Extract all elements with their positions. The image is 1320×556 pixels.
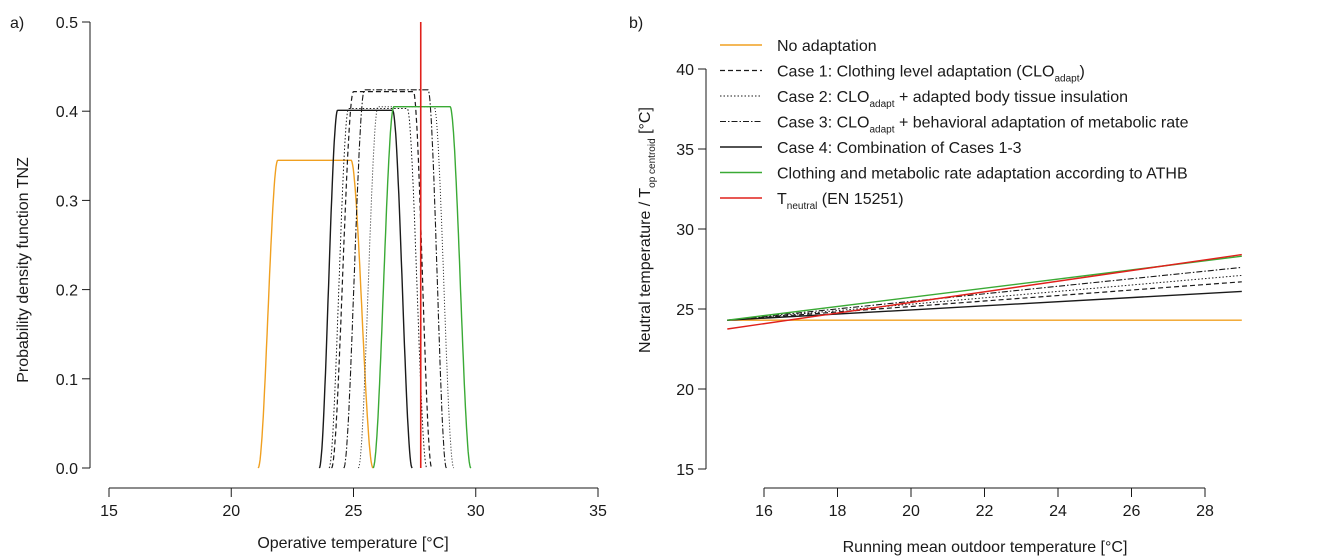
panel-a-series-3 (328, 108, 428, 469)
panel-a-x-tick-label: 20 (222, 503, 240, 520)
legend-label-3: Case 2: CLOadapt + adapted body tissue i… (777, 89, 1128, 110)
panel-b-x-tick-label: 18 (829, 503, 847, 520)
panel-b-x-tick-label: 28 (1196, 503, 1214, 520)
panel-a-axes: 0.0 0.1 0.2 0.3 0.4 0.5 15 20 25 30 35 (56, 15, 607, 520)
panel-a-series-6 (357, 106, 455, 469)
panel-a-y-tick-label: 0.3 (56, 193, 78, 210)
panel-a: a) 0.0 0.1 0.2 0.3 0.4 0.5 15 20 25 30 35 Operativ… (10, 15, 607, 552)
panel-b-label: b) (629, 15, 643, 32)
panel-b-series-4 (727, 266, 1242, 321)
panel-b-x-axis-label: Running mean outdoor temperature [°C] (843, 539, 1128, 556)
panel-b-series-3 (727, 274, 1242, 321)
legend-label-1: No adaptation (777, 38, 877, 55)
panel-b-x-tick-label: 24 (1049, 503, 1067, 520)
legend-label-7: Tneutral (EN 15251) (777, 191, 904, 212)
panel-b-legend: No adaptation Case 1: Clothing level adap… (720, 38, 1189, 212)
panel-a-y-tick-label: 0.0 (56, 461, 78, 478)
panel-a-series-1 (257, 159, 374, 469)
legend-label-6: Clothing and metabolic rate adaptation a… (777, 166, 1188, 183)
panel-b-x-tick-label: 26 (1123, 503, 1141, 520)
legend-label-5: Case 4: Combination of Cases 1-3 (777, 140, 1022, 157)
panel-b-series (727, 253, 1242, 330)
panel-b: b) 15 20 25 30 35 40 16 18 20 22 24 26 28 No adaptat… (629, 15, 1242, 556)
panel-b-y-tick-label: 20 (676, 382, 694, 399)
panel-a-series-4 (331, 90, 433, 469)
panel-b-y-tick-label: 35 (676, 142, 694, 159)
panel-a-y-tick-label: 0.4 (56, 104, 78, 121)
panel-b-x-tick-label: 22 (976, 503, 994, 520)
panel-a-x-tick-label: 30 (467, 503, 485, 520)
panel-b-axes: 15 20 25 30 35 40 16 18 20 22 24 26 28 (676, 62, 1214, 520)
panel-b-x-tick-label: 20 (902, 503, 920, 520)
panel-a-y-tick-label: 0.2 (56, 283, 78, 300)
panel-a-label: a) (10, 15, 24, 32)
panel-a-series-2 (318, 109, 413, 469)
panel-a-y-tick-label: 0.5 (56, 15, 78, 32)
panel-a-y-tick-label: 0.1 (56, 372, 78, 389)
panel-b-y-tick-label: 15 (676, 462, 694, 479)
panel-a-x-axis-label: Operative temperature [°C] (257, 535, 448, 552)
panel-b-y-tick-label: 40 (676, 62, 694, 79)
panel-a-series-7 (372, 105, 472, 469)
panel-b-y-axis-label: Neutral temperature / Top centroid [°C] (637, 107, 658, 353)
panel-a-series (257, 22, 472, 469)
legend-label-2: Case 1: Clothing level adaptation (CLOad… (777, 64, 1085, 85)
panel-b-series-5 (727, 290, 1242, 321)
panel-a-x-tick-label: 35 (589, 503, 607, 520)
panel-b-series-7 (727, 253, 1242, 330)
panel-a-x-tick-label: 15 (100, 503, 118, 520)
panel-a-x-tick-label: 25 (345, 503, 363, 520)
panel-b-x-tick-label: 16 (755, 503, 773, 520)
panel-a-series-5 (343, 89, 447, 469)
panel-b-series-2 (727, 281, 1242, 321)
panel-a-y-axis-label: Probability density function TNZ (15, 157, 32, 383)
panel-b-y-tick-label: 25 (676, 302, 694, 319)
panel-b-y-tick-label: 30 (676, 222, 694, 239)
legend-label-4: Case 3: CLOadapt + behavioral adaptation… (777, 115, 1189, 136)
